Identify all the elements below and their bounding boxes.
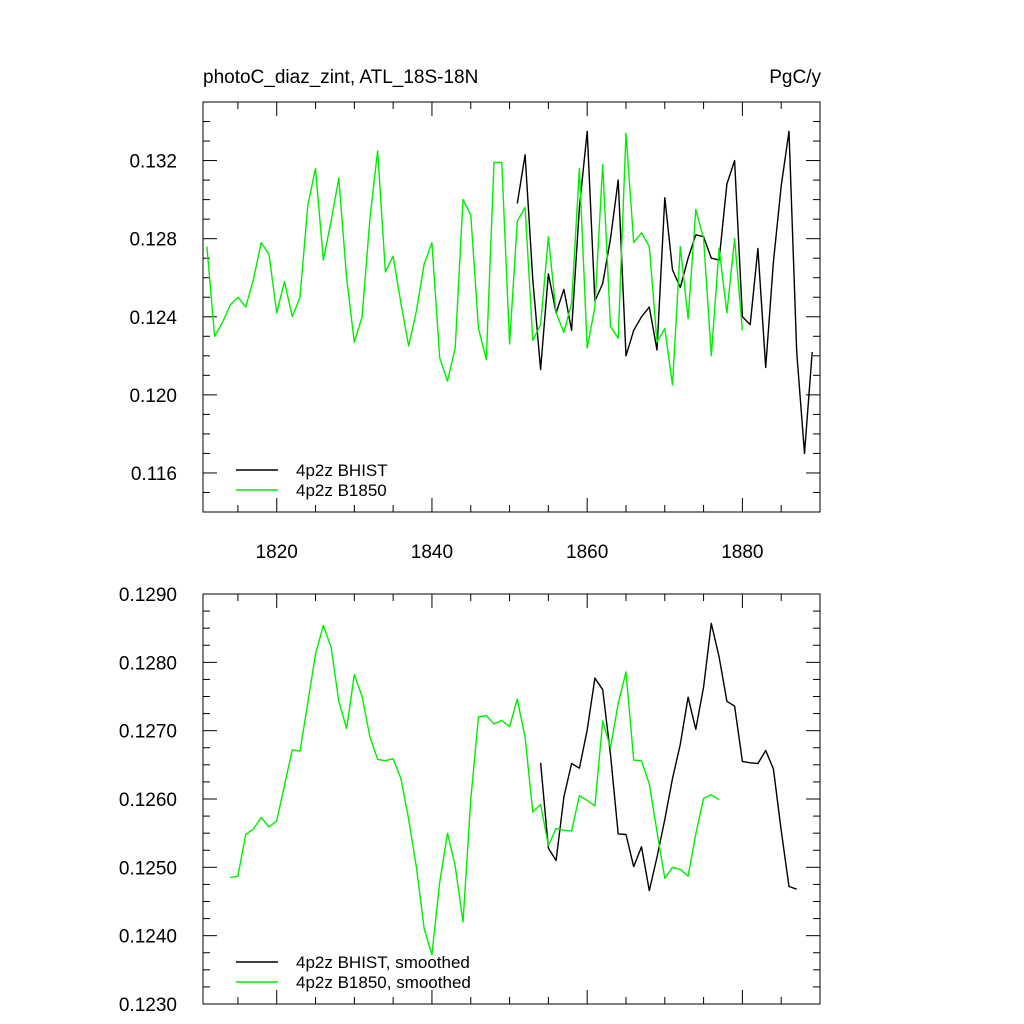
- y-tick-label: 0.132: [129, 152, 177, 173]
- bottom-plot-frame: [202, 593, 821, 1005]
- series-line: [516, 130, 813, 455]
- y-tick-label: 0.1230: [119, 995, 177, 1016]
- x-tick-label: 1880: [721, 542, 763, 563]
- y-tick-label: 0.128: [129, 230, 177, 251]
- units-label: PgC/y: [769, 67, 821, 88]
- y-tick-label: 0.116: [131, 464, 177, 485]
- y-tick-label: 0.1270: [119, 722, 177, 743]
- y-tick-label: 0.1290: [119, 585, 177, 606]
- y-tick-label: 0.1240: [119, 927, 177, 948]
- y-tick-label: 0.120: [129, 386, 177, 407]
- legend-label: 4p2z BHIST, smoothed: [296, 953, 470, 972]
- series-line: [206, 132, 744, 386]
- legend-label: 4p2z B1850: [296, 481, 387, 500]
- series-line: [230, 624, 720, 956]
- x-tick-label: 1860: [566, 542, 608, 563]
- legend-label: 4p2z B1850, smoothed: [296, 973, 471, 992]
- top-panel: 0.116 0.120 0.124 0.128 0.132 1820 1840 1860 188…: [129, 101, 821, 563]
- x-tick-label: 1820: [256, 542, 298, 563]
- x-tick-label: 1840: [411, 542, 453, 563]
- legend-label: 4p2z BHIST: [296, 461, 388, 480]
- top-plot-frame: [202, 101, 821, 513]
- y-tick-label: 0.1280: [119, 653, 177, 674]
- y-tick-label: 0.1260: [119, 790, 177, 811]
- series-line: [539, 622, 797, 892]
- bottom-panel: 0.1230 0.1240 0.1250 0.1260 0.1270 0.1280 0.12…: [119, 585, 821, 1016]
- y-tick-label: 0.1250: [119, 858, 177, 879]
- y-tick-label: 0.124: [129, 308, 177, 329]
- chart-title: photoC_diaz_zint, ATL_18S-18N: [203, 67, 478, 88]
